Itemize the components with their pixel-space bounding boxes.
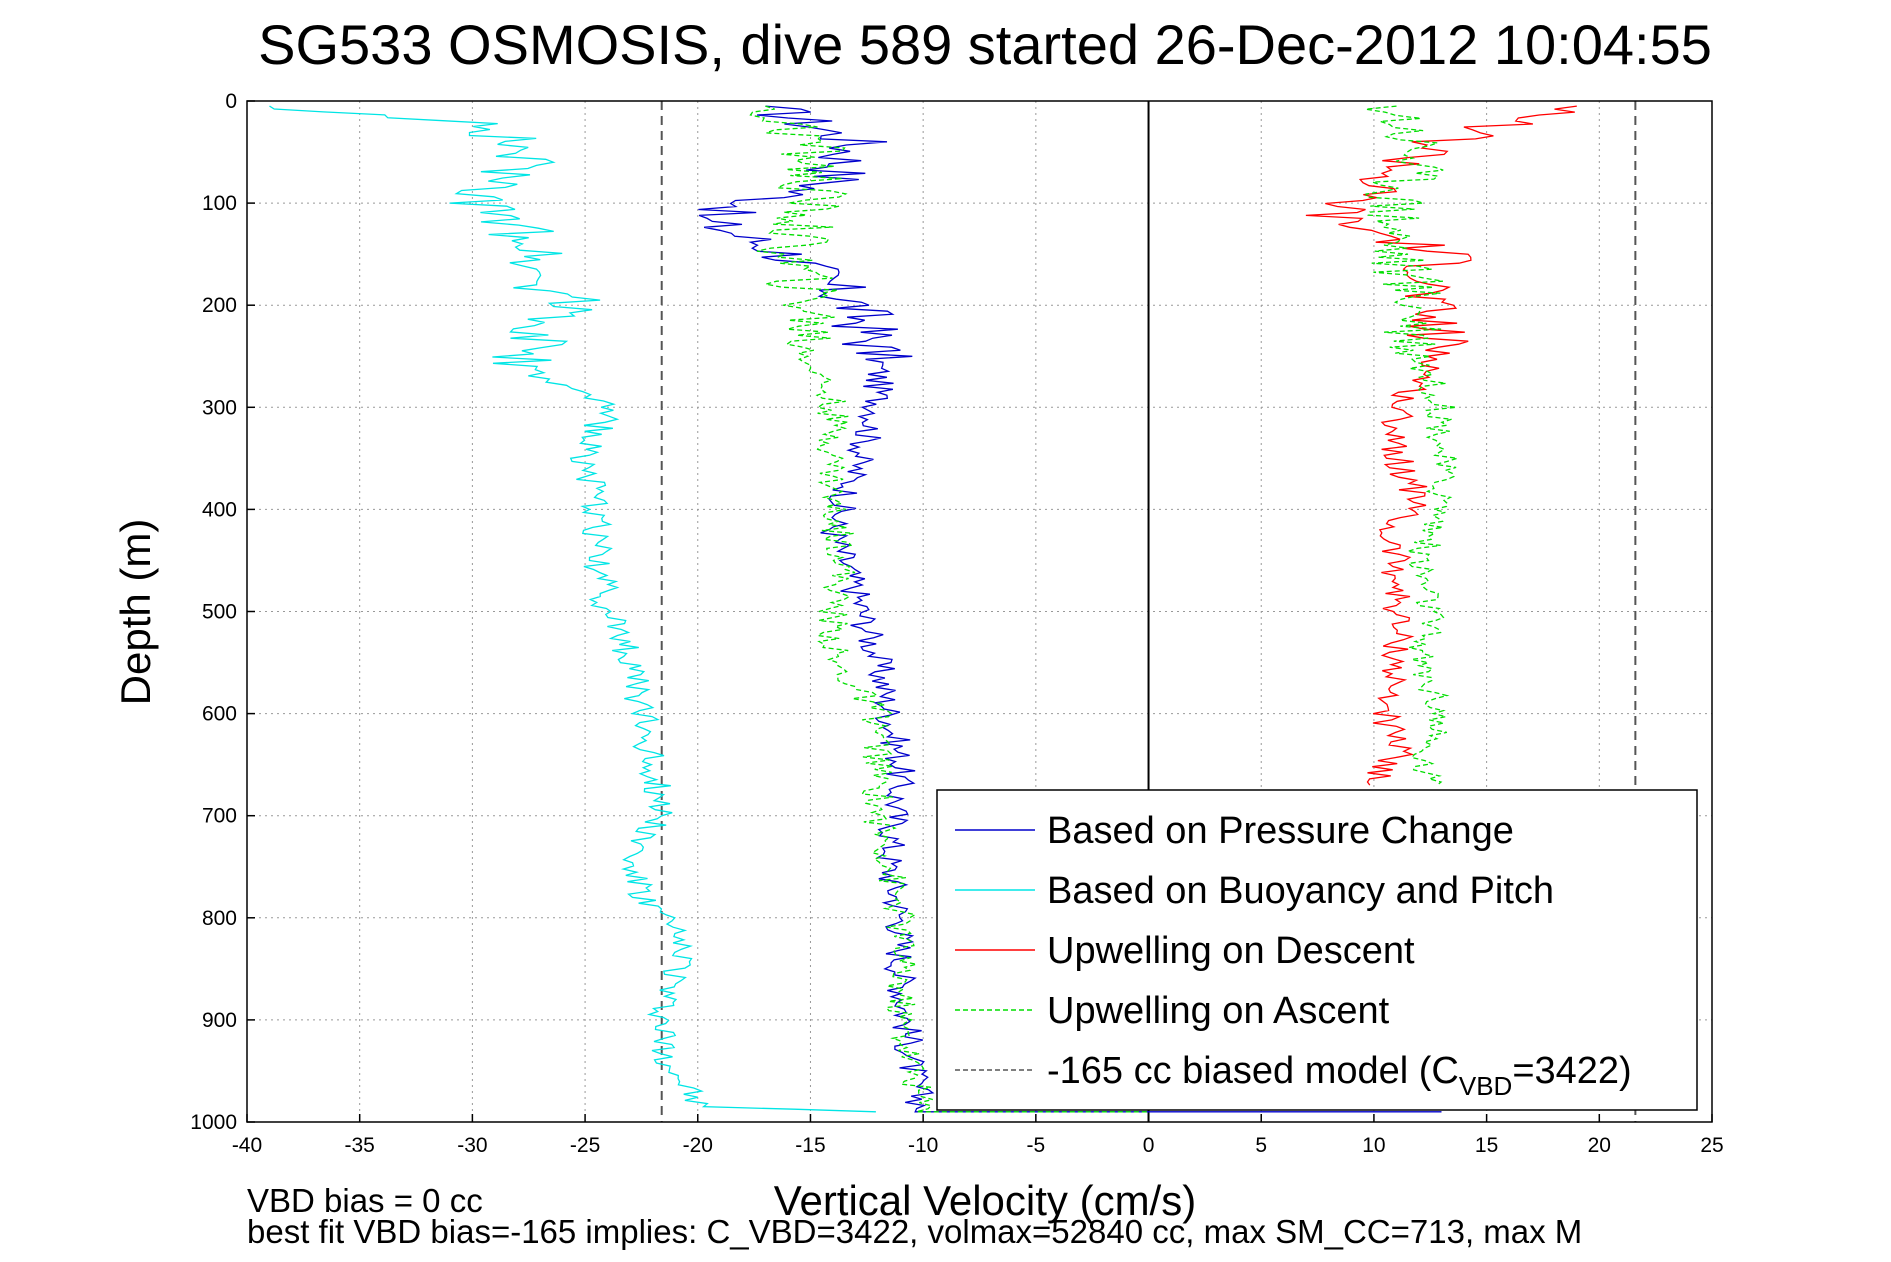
x-tick-label: -15 [795,1134,825,1157]
x-tick-label: 15 [1475,1134,1498,1157]
legend-label-main: Upwelling on Descent [1047,930,1415,972]
y-tick-labels: 0 100 200 300 400 500 600 700 800 900 1000 [190,90,237,1134]
x-tick-label: -5 [1027,1134,1046,1157]
legend-box [936,789,1698,1111]
x-axis-label: Vertical Velocity (cm/s) [774,1177,1196,1224]
legend-label-main: Based on Buoyancy and Pitch [1047,870,1554,912]
y-tick-label: 700 [202,805,237,828]
y-tick-label: 100 [202,192,237,215]
legend-label: Based on Pressure Change [1047,810,1514,852]
series-line [269,105,876,1113]
y-tick-label: 900 [202,1009,237,1032]
legend-label: Based on Buoyancy and Pitch [1047,870,1554,912]
legend-label: Upwelling on Descent [1047,930,1415,972]
x-tick-label: 0 [1143,1134,1155,1157]
y-axis-label: Depth (m) [112,519,159,706]
y-tick-label: 500 [202,601,237,624]
y-tick-label: 600 [202,703,237,726]
x-tick-label: 10 [1362,1134,1385,1157]
legend-label-main: Based on Pressure Change [1047,810,1514,852]
x-tick-label: -10 [908,1134,938,1157]
series-line [749,105,1458,1113]
chart-title: SG533 OSMOSIS, dive 589 started 26-Dec-2… [258,13,1712,76]
series-lines [269,105,1577,1113]
x-tick-label: 5 [1255,1134,1267,1157]
y-tick-label: 300 [202,396,237,419]
series-line [1305,105,1577,786]
x-tick-label: 25 [1700,1134,1723,1157]
y-tick-label: 400 [202,498,237,521]
legend-label: Upwelling on Ascent [1047,990,1390,1032]
legend-label-main: Upwelling on Ascent [1047,990,1390,1032]
legend-label: -165 cc biased model (CVBD=3422) [1047,1050,1632,1101]
y-tick-label: 0 [225,90,237,113]
legend-label-tail: =3422) [1512,1050,1631,1092]
x-tick-label: -20 [683,1134,713,1157]
plot-frame [246,100,1713,1123]
y-tick-label: 1000 [190,1111,237,1134]
x-tick-label: -35 [345,1134,375,1157]
x-tick-label: -25 [570,1134,600,1157]
legend: Based on Pressure Change Based on Buoyanc… [936,789,1698,1111]
x-tick-label: -40 [232,1134,262,1157]
footnote-line-1: VBD bias = 0 cc [247,1182,483,1219]
x-tick-label: -30 [457,1134,487,1157]
footnote-line-2: best fit VBD bias=-165 implies: C_VBD=34… [247,1213,1582,1250]
legend-label-main: -165 cc biased model (C [1047,1050,1459,1092]
series-line [698,105,1442,1113]
y-tick-label: 800 [202,907,237,930]
x-tick-labels: -40 -35 -30 -25 -20 -15 -10 -5 0 5 10 15 20 25 [232,1134,1724,1157]
x-tick-label: 20 [1588,1134,1611,1157]
y-tick-label: 200 [202,294,237,317]
legend-label-subscript: VBD [1459,1071,1512,1101]
